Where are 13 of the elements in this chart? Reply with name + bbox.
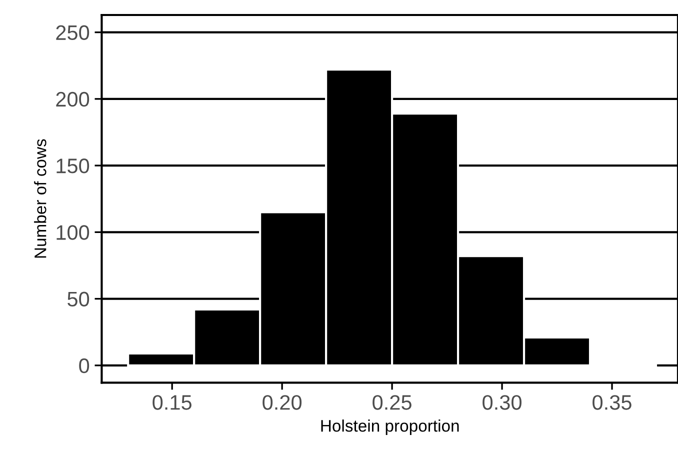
x-tick-label: 0.35 xyxy=(592,395,632,410)
y-axis-title: Number of cows xyxy=(34,139,46,258)
y-tick-label: 200 xyxy=(56,92,90,107)
y-tick-label: 0 xyxy=(79,358,90,374)
x-tick-label: 0.15 xyxy=(152,395,192,410)
y-tick-label: 250 xyxy=(56,25,90,40)
y-tick-label: 150 xyxy=(56,158,90,174)
x-tick-label: 0.25 xyxy=(372,395,412,410)
x-axis-title: Holstein proportion xyxy=(321,420,459,436)
x-tick-label: 0.30 xyxy=(482,395,522,410)
x-tick-label: 0.20 xyxy=(262,395,302,410)
y-tick-label: 100 xyxy=(56,225,90,240)
y-tick-label: 50 xyxy=(68,292,90,307)
